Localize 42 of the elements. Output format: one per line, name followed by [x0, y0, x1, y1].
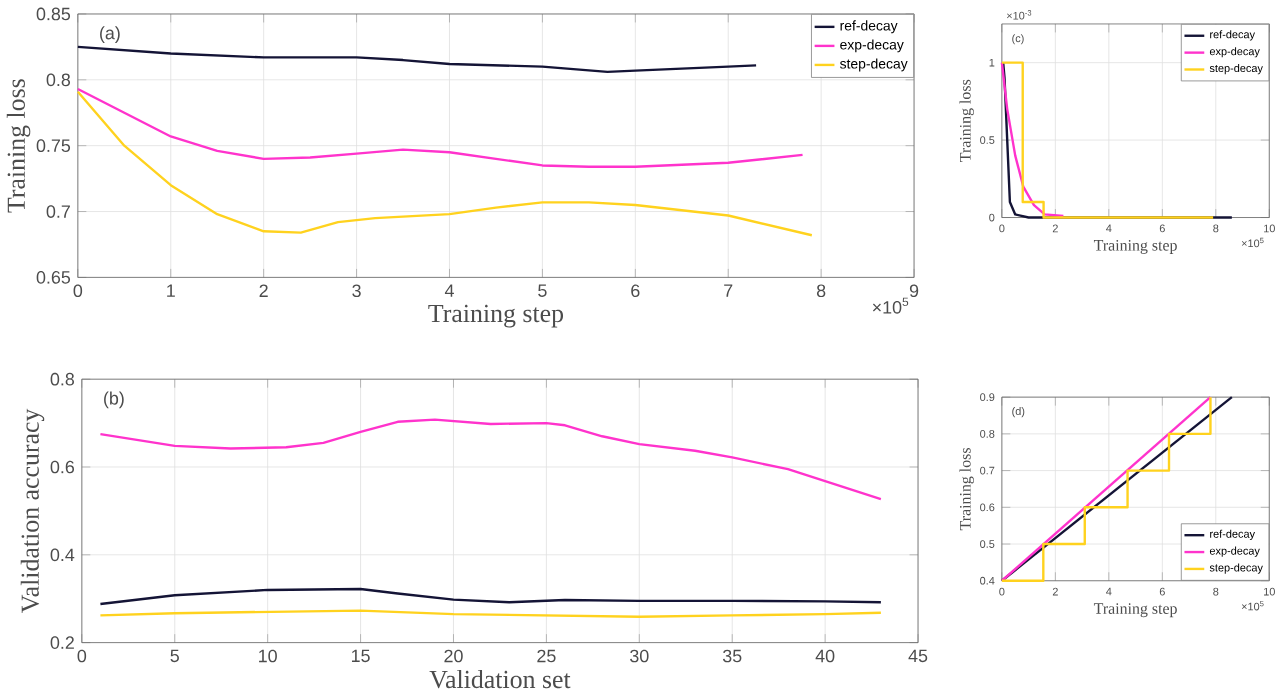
- y-axis-title: Validation accuracy: [20, 408, 45, 613]
- line-series: [99, 418, 883, 500]
- x-tick-label: 20: [444, 649, 463, 663]
- x-tick-label: 0: [73, 284, 83, 297]
- x-tick-label: 9: [909, 284, 919, 297]
- y-tick-label: 0.65: [36, 270, 71, 284]
- x-tick-label: 8: [816, 284, 826, 297]
- x-tick-label: 7: [724, 284, 733, 297]
- x-tick-label: 35: [722, 649, 742, 663]
- x-tick-label: 5: [538, 284, 547, 297]
- x-tick-label: 40: [815, 649, 835, 663]
- line-series: [76, 90, 814, 237]
- y-tick-label: 0.8: [46, 73, 71, 86]
- line-series: [1000, 61, 1065, 217]
- y-tick-label: 0.4: [50, 548, 75, 561]
- x-tick-label: 6: [631, 284, 640, 297]
- y-tick-label: 0.7: [46, 204, 70, 218]
- y-tick-label: 0.2: [50, 636, 74, 649]
- x-tick-label: 45: [908, 649, 928, 662]
- x-tick-label: 30: [630, 649, 649, 663]
- x-axis-title: Training step: [428, 304, 564, 328]
- y-tick-label: 0.85: [36, 7, 71, 21]
- annotation: (b): [104, 391, 124, 408]
- annotation: (a): [100, 25, 120, 43]
- line-series: [76, 45, 758, 73]
- y-tick-label: 0.6: [50, 460, 75, 474]
- x-tick-label: 25: [537, 649, 556, 663]
- y-tick-label: 0.8: [50, 372, 75, 386]
- x-tick-label: 15: [351, 649, 370, 662]
- x-tick-label: 2: [259, 284, 268, 297]
- text: ×10$^{5}$: [872, 297, 909, 314]
- x-tick-label: 3: [352, 284, 361, 297]
- x-tick-label: 10: [259, 649, 277, 663]
- x-tick-label: 5: [170, 649, 179, 662]
- x-tick-label: 4: [444, 284, 454, 297]
- y-axis-title: Training loss: [6, 78, 31, 213]
- y-tick-label: 0.75: [36, 139, 71, 152]
- line-series: [76, 87, 804, 168]
- line-series: [99, 587, 883, 605]
- x-axis-title: Validation set: [429, 669, 571, 689]
- x-tick-label: 0: [77, 649, 87, 663]
- x-tick-label: 1: [167, 284, 175, 297]
